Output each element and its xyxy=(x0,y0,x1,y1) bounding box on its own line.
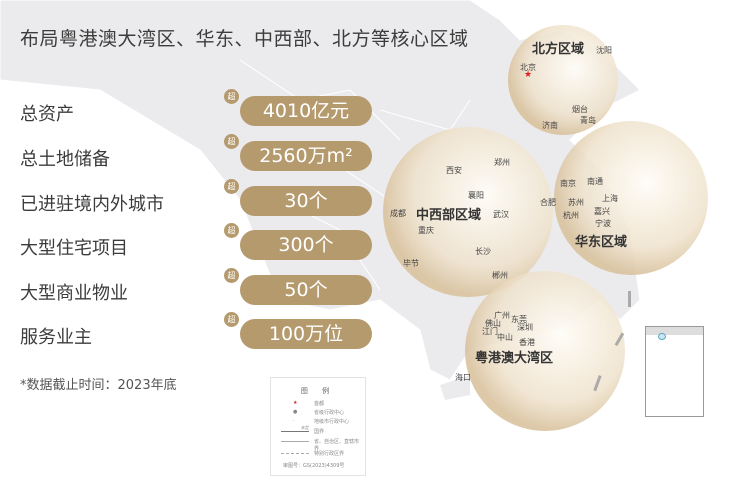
city-label: 济南 xyxy=(542,121,558,130)
city-label: 北京 xyxy=(520,63,536,72)
city-label: 东莞 xyxy=(511,315,527,324)
region-circle-east xyxy=(554,121,708,275)
page-title: 布局粤港澳大湾区、华东、中西部、北方等核心区域 xyxy=(20,28,469,50)
stat-label-assets: 总资产 xyxy=(20,104,74,125)
city-label: 江门 xyxy=(482,327,498,336)
city-label: 香港 xyxy=(519,338,535,347)
legend-title: 图 例 xyxy=(300,387,336,395)
region-label-north: 北方区域 xyxy=(532,42,585,57)
region-label-central-west: 中西部区域 xyxy=(416,208,482,223)
city-label: 成都 xyxy=(390,209,406,218)
city-label: 长沙 xyxy=(475,247,491,256)
stat-badge: 超 xyxy=(224,134,239,149)
region-circle-north xyxy=(508,25,618,135)
city-label: 佛山 xyxy=(485,319,501,328)
data-cutoff-note: *数据截止时间：2023年底 xyxy=(20,378,177,393)
stat-value-residential: 300个 xyxy=(240,230,372,260)
city-label: 杭州 xyxy=(563,211,579,220)
legend-item: 未定 xyxy=(301,425,309,430)
island-chain-marker xyxy=(628,291,631,307)
legend-item: 地级市行政中心 xyxy=(314,419,350,425)
region-circle-central-west xyxy=(383,127,553,297)
stat-value-assets: 4010亿元 xyxy=(240,96,372,126)
stat-label-cities: 已进驻境内外城市 xyxy=(20,194,164,215)
city-label: 中山 xyxy=(497,333,513,342)
province-border-line-swatch xyxy=(281,441,309,442)
city-label: 襄阳 xyxy=(468,191,484,200)
city-label: 宁波 xyxy=(595,219,611,228)
south-china-sea-inset-map xyxy=(645,326,704,417)
national-border-line-swatch xyxy=(281,431,309,432)
legend-item: 省、自治区、直辖市界 xyxy=(314,439,360,452)
legend-item: 特别行政区界 xyxy=(314,451,345,457)
island-chain-marker xyxy=(614,332,625,347)
region-circle-gba xyxy=(465,271,625,431)
city-label: 烟台 xyxy=(572,105,588,114)
stat-badge: 超 xyxy=(224,312,239,327)
city-label: 武汉 xyxy=(493,210,509,219)
region-label-east: 华东区域 xyxy=(575,235,628,250)
stat-value-cities: 30个 xyxy=(240,186,372,216)
legend-row-capital: ★ 首都 xyxy=(281,400,361,408)
legend-row-sar-border: 特别行政区界 xyxy=(281,450,361,458)
city-label: 重庆 xyxy=(418,226,434,235)
city-label: 海口 xyxy=(455,373,471,382)
stat-label-owners: 服务业主 xyxy=(20,327,92,348)
legend-row-national-border: 未定 国界 xyxy=(281,425,361,436)
city-label: 苏州 xyxy=(568,198,584,207)
stat-label-residential: 大型住宅项目 xyxy=(20,238,128,259)
island-chain-marker xyxy=(593,375,602,392)
city-label: 南京 xyxy=(560,179,576,188)
stat-badge: 超 xyxy=(224,268,239,283)
stat-label-land: 总土地储备 xyxy=(20,149,110,170)
stat-value-land: 2560万m² xyxy=(240,141,372,171)
city-label: 广州 xyxy=(494,311,510,320)
stat-badge: 超 xyxy=(224,179,239,194)
inset-hainan-island xyxy=(658,333,666,340)
map-approval-number: 审图号：GS(2023)4309号 xyxy=(283,463,345,469)
legend-row-province-border: 省、自治区、直辖市界 xyxy=(281,438,361,452)
city-label: 郴州 xyxy=(492,271,508,280)
region-label-gba: 粤港澳大湾区 xyxy=(475,351,554,366)
city-label: 南通 xyxy=(587,177,603,186)
capital-star-icon: ★ xyxy=(524,70,533,80)
province-capital-icon: ● xyxy=(293,409,298,415)
stat-value-commercial: 50个 xyxy=(240,275,372,305)
city-label: 深圳 xyxy=(517,323,533,332)
stat-badge: 超 xyxy=(224,223,239,238)
stat-badge: 超 xyxy=(224,89,239,104)
hainan-island-shape xyxy=(440,375,470,400)
city-label: 上海 xyxy=(602,194,618,203)
city-label: 嘉兴 xyxy=(594,207,610,216)
city-label: 沈阳 xyxy=(596,46,612,55)
inset-coastline xyxy=(646,327,703,335)
legend-row-province-capital: ● 省级行政中心 xyxy=(281,409,361,417)
legend-item: 国界 xyxy=(314,429,325,435)
city-label: 毕节 xyxy=(403,259,419,268)
city-dot-icon: · xyxy=(293,418,295,424)
city-label: 青岛 xyxy=(580,116,596,125)
city-label: 郑州 xyxy=(494,158,510,167)
legend-row-city: · 地级市行政中心 xyxy=(281,418,361,426)
sar-border-line-swatch xyxy=(281,453,309,454)
legend-item: 首都 xyxy=(314,401,325,407)
city-label: 合肥 xyxy=(540,198,556,207)
city-label: 西安 xyxy=(446,166,462,175)
stat-value-owners: 100万位 xyxy=(240,319,372,349)
legend-item: 省级行政中心 xyxy=(314,410,345,416)
capital-star-icon: ★ xyxy=(293,400,298,406)
map-legend: 图 例 ★ 首都 ● 省级行政中心 · 地级市行政中心 未定 国界 省、自治区、直辖市界… xyxy=(270,377,366,476)
stat-label-commercial: 大型商业物业 xyxy=(20,283,128,304)
